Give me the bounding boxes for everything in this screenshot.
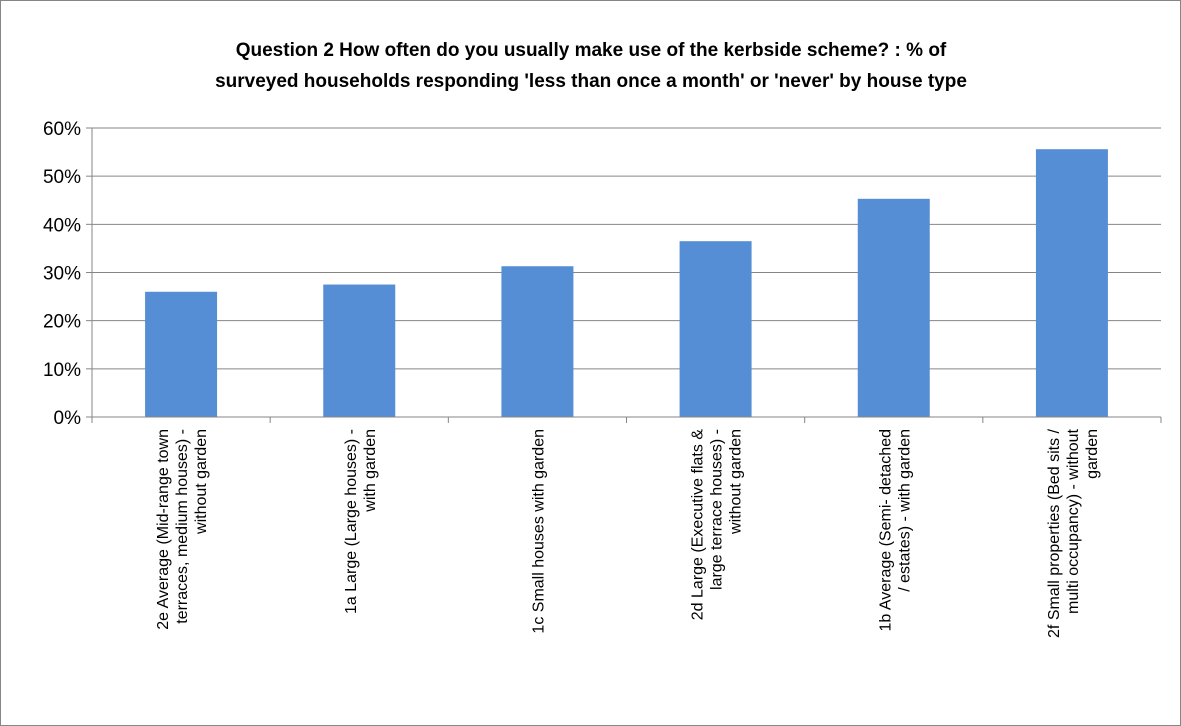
bars <box>145 149 1108 417</box>
x-category-label: 2f Small properties (Bed sits / multi occ… <box>1046 428 1101 638</box>
x-category-label: 1a Large (Large houses) - with garden <box>343 429 379 614</box>
y-tick-label: 20% <box>43 312 81 333</box>
x-category-label: 2d Large (Executive flats & large terrace… <box>690 429 745 621</box>
y-tick-label: 40% <box>43 215 81 236</box>
x-category-label: 1b Average (Semi- detached / estates) - w… <box>877 429 913 632</box>
bar <box>323 284 396 417</box>
x-axis-category-labels: 2e Average (Mid-range town terraces, medi… <box>155 428 1101 638</box>
bar <box>1035 149 1108 417</box>
bar <box>501 266 574 417</box>
y-tick-label: 10% <box>43 360 81 381</box>
bar <box>857 198 930 417</box>
y-tick-label: 50% <box>43 167 81 188</box>
x-axis <box>91 128 1162 423</box>
y-tick-label: 60% <box>43 119 81 140</box>
x-category-label: 2e Average (Mid-range town terraces, medi… <box>155 429 210 630</box>
x-category-label: 1c Small houses with garden <box>530 429 547 634</box>
bar <box>145 291 218 417</box>
gridlines <box>86 127 1161 418</box>
bar <box>679 241 752 417</box>
chart-title-line-1: Question 2 How often do you usually make… <box>236 40 947 61</box>
chart-title-line-2: surveyed households responding 'less tha… <box>215 71 967 92</box>
y-tick-label: 0% <box>54 408 82 429</box>
y-tick-label: 30% <box>43 264 81 285</box>
y-axis-tick-labels: 0% 10% 20% 30% 40% 50% 60% <box>43 119 81 429</box>
chart-title: Question 2 How often do you usually make… <box>215 40 967 92</box>
